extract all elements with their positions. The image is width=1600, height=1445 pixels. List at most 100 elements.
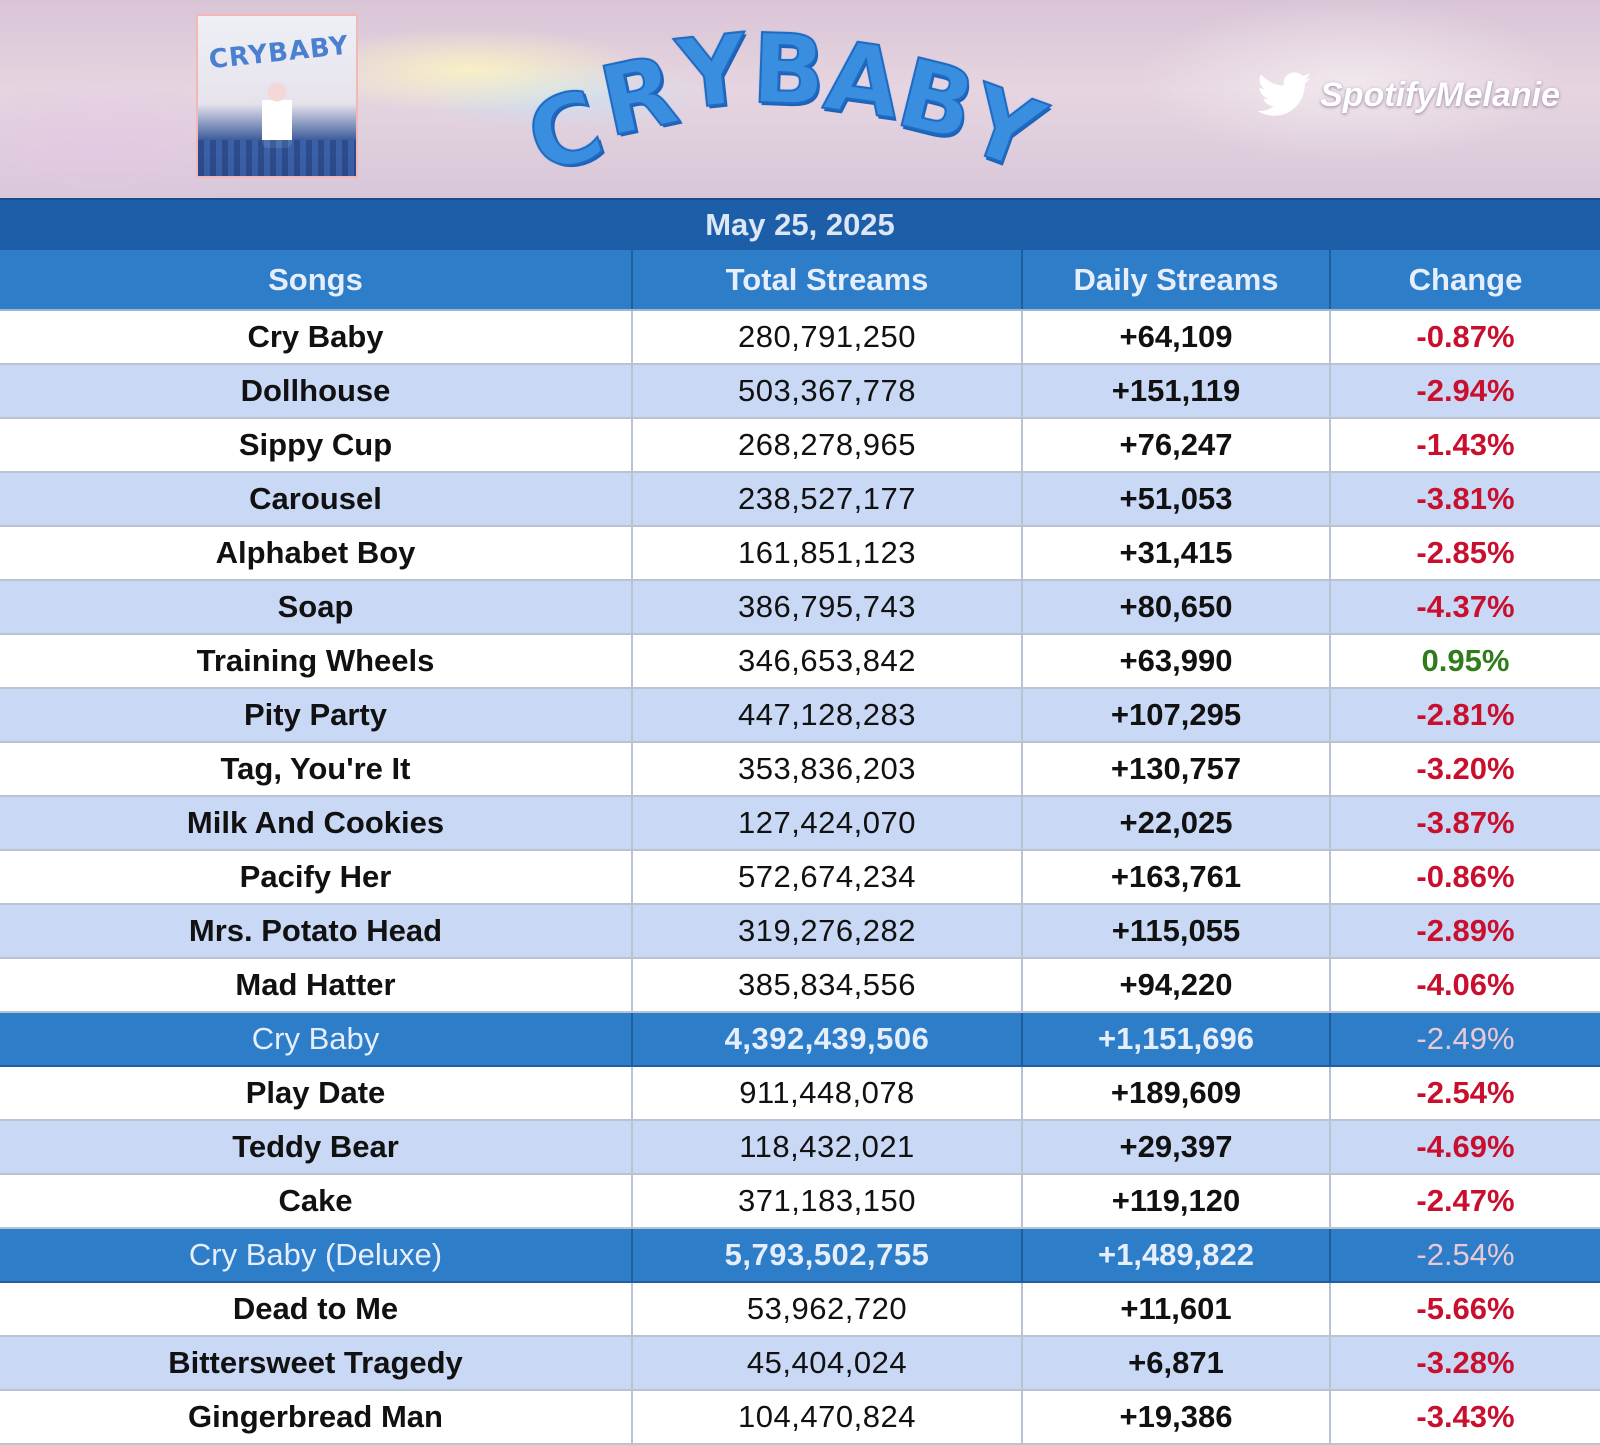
daily-streams-cell: +115,055: [1022, 904, 1331, 959]
daily-streams-cell: +94,220: [1022, 958, 1331, 1013]
total-streams-cell: 503,367,778: [632, 364, 1023, 419]
change-cell: -3.43%: [1330, 1390, 1600, 1445]
album-total-row: Cry Baby 4,392,439,506 +1,151,696 -2.49%: [0, 1012, 1600, 1067]
song-cell: Dead to Me: [0, 1282, 633, 1337]
table-row: Soap 386,795,743 +80,650 -4.37%: [0, 580, 1600, 635]
total-streams-cell: 385,834,556: [632, 958, 1023, 1013]
banner-title-letter: Y: [671, 12, 754, 133]
change-cell: -2.54%: [1330, 1228, 1600, 1283]
table-row: Gingerbread Man 104,470,824 +19,386 -3.43%: [0, 1390, 1600, 1445]
date-bar: May 25, 2025: [0, 198, 1600, 250]
table-row: Pity Party 447,128,283 +107,295 -2.81%: [0, 688, 1600, 743]
daily-streams-cell: +64,109: [1022, 310, 1331, 365]
change-cell: -4.69%: [1330, 1120, 1600, 1175]
table-row: Tag, You're It 353,836,203 +130,757 -3.20%: [0, 742, 1600, 797]
table-row: Milk And Cookies 127,424,070 +22,025 -3.87%: [0, 796, 1600, 851]
total-streams-cell: 911,448,078: [632, 1066, 1023, 1121]
handle-text: SpotifyMelanie: [1320, 75, 1560, 114]
song-cell: Milk And Cookies: [0, 796, 633, 851]
song-cell: Pity Party: [0, 688, 633, 743]
daily-streams-cell: +80,650: [1022, 580, 1331, 635]
table-row: Alphabet Boy 161,851,123 +31,415 -2.85%: [0, 526, 1600, 581]
table-row: Play Date 911,448,078 +189,609 -2.54%: [0, 1066, 1600, 1121]
daily-streams-cell: +19,386: [1022, 1390, 1331, 1445]
song-cell: Training Wheels: [0, 634, 633, 689]
total-streams-cell: 4,392,439,506: [632, 1012, 1023, 1067]
daily-streams-cell: +22,025: [1022, 796, 1331, 851]
song-cell: Cake: [0, 1174, 633, 1229]
table-row: Dollhouse 503,367,778 +151,119 -2.94%: [0, 364, 1600, 419]
banner-title-letter: R: [590, 33, 688, 160]
daily-streams-cell: +130,757: [1022, 742, 1331, 797]
table-row: Cake 371,183,150 +119,120 -2.47%: [0, 1174, 1600, 1229]
header-daily-streams: Daily Streams: [1022, 250, 1331, 311]
total-streams-cell: 268,278,965: [632, 418, 1023, 473]
change-cell: -3.87%: [1330, 796, 1600, 851]
song-cell: Soap: [0, 580, 633, 635]
banner-title-letter: B: [749, 12, 828, 128]
daily-streams-cell: +6,871: [1022, 1336, 1331, 1391]
table-row: Mad Hatter 385,834,556 +94,220 -4.06%: [0, 958, 1600, 1013]
table-row: Training Wheels 346,653,842 +63,990 0.95%: [0, 634, 1600, 689]
song-cell: Pacify Her: [0, 850, 633, 905]
table-row: Mrs. Potato Head 319,276,282 +115,055 -2.89…: [0, 904, 1600, 959]
total-streams-cell: 127,424,070: [632, 796, 1023, 851]
banner: CRYBABY C R Y B A B Y SpotifyMelanie: [0, 0, 1600, 198]
song-cell: Cry Baby: [0, 1012, 633, 1067]
total-streams-cell: 53,962,720: [632, 1282, 1023, 1337]
change-cell: -5.66%: [1330, 1282, 1600, 1337]
song-cell: Cry Baby: [0, 310, 633, 365]
daily-streams-cell: +29,397: [1022, 1120, 1331, 1175]
change-cell: -3.20%: [1330, 742, 1600, 797]
total-streams-cell: 346,653,842: [632, 634, 1023, 689]
change-cell: -2.85%: [1330, 526, 1600, 581]
song-cell: Gingerbread Man: [0, 1390, 633, 1445]
header-songs: Songs: [0, 250, 633, 311]
total-streams-cell: 319,276,282: [632, 904, 1023, 959]
total-streams-cell: 104,470,824: [632, 1390, 1023, 1445]
change-cell: -0.86%: [1330, 850, 1600, 905]
daily-streams-cell: +151,119: [1022, 364, 1331, 419]
change-cell: -3.28%: [1330, 1336, 1600, 1391]
change-cell: -3.81%: [1330, 472, 1600, 527]
total-streams-cell: 572,674,234: [632, 850, 1023, 905]
daily-streams-cell: +11,601: [1022, 1282, 1331, 1337]
daily-streams-cell: +189,609: [1022, 1066, 1331, 1121]
total-streams-cell: 5,793,502,755: [632, 1228, 1023, 1283]
album-cover-text: CRYBABY: [207, 30, 351, 76]
twitter-bird-icon: [1258, 72, 1312, 116]
song-cell: Play Date: [0, 1066, 633, 1121]
song-cell: Sippy Cup: [0, 418, 633, 473]
daily-streams-cell: +1,151,696: [1022, 1012, 1331, 1067]
total-streams-cell: 45,404,024: [632, 1336, 1023, 1391]
table-row: Dead to Me 53,962,720 +11,601 -5.66%: [0, 1282, 1600, 1337]
total-streams-cell: 118,432,021: [632, 1120, 1023, 1175]
streams-table: Songs Total Streams Daily Streams Change…: [0, 250, 1600, 1445]
total-streams-cell: 447,128,283: [632, 688, 1023, 743]
song-cell: Tag, You're It: [0, 742, 633, 797]
song-cell: Alphabet Boy: [0, 526, 633, 581]
daily-streams-cell: +63,990: [1022, 634, 1331, 689]
twitter-handle[interactable]: SpotifyMelanie: [1258, 70, 1560, 120]
song-cell: Mrs. Potato Head: [0, 904, 633, 959]
total-streams-cell: 238,527,177: [632, 472, 1023, 527]
album-cover-figure: [262, 78, 292, 148]
song-cell: Teddy Bear: [0, 1120, 633, 1175]
change-cell: -4.37%: [1330, 580, 1600, 635]
total-streams-cell: 280,791,250: [632, 310, 1023, 365]
table-row: Sippy Cup 268,278,965 +76,247 -1.43%: [0, 418, 1600, 473]
song-cell: Cry Baby (Deluxe): [0, 1228, 633, 1283]
table-row: Teddy Bear 118,432,021 +29,397 -4.69%: [0, 1120, 1600, 1175]
song-cell: Dollhouse: [0, 364, 633, 419]
daily-streams-cell: +51,053: [1022, 472, 1331, 527]
table-body: Cry Baby 280,791,250 +64,109 -0.87% Dollhous…: [0, 310, 1600, 1445]
daily-streams-cell: +31,415: [1022, 526, 1331, 581]
total-streams-cell: 161,851,123: [632, 526, 1023, 581]
total-streams-cell: 371,183,150: [632, 1174, 1023, 1229]
change-cell: -4.06%: [1330, 958, 1600, 1013]
daily-streams-cell: +1,489,822: [1022, 1228, 1331, 1283]
album-cover-water: [198, 140, 356, 176]
table-row: Pacify Her 572,674,234 +163,761 -0.86%: [0, 850, 1600, 905]
daily-streams-cell: +107,295: [1022, 688, 1331, 743]
header-change: Change: [1330, 250, 1600, 311]
